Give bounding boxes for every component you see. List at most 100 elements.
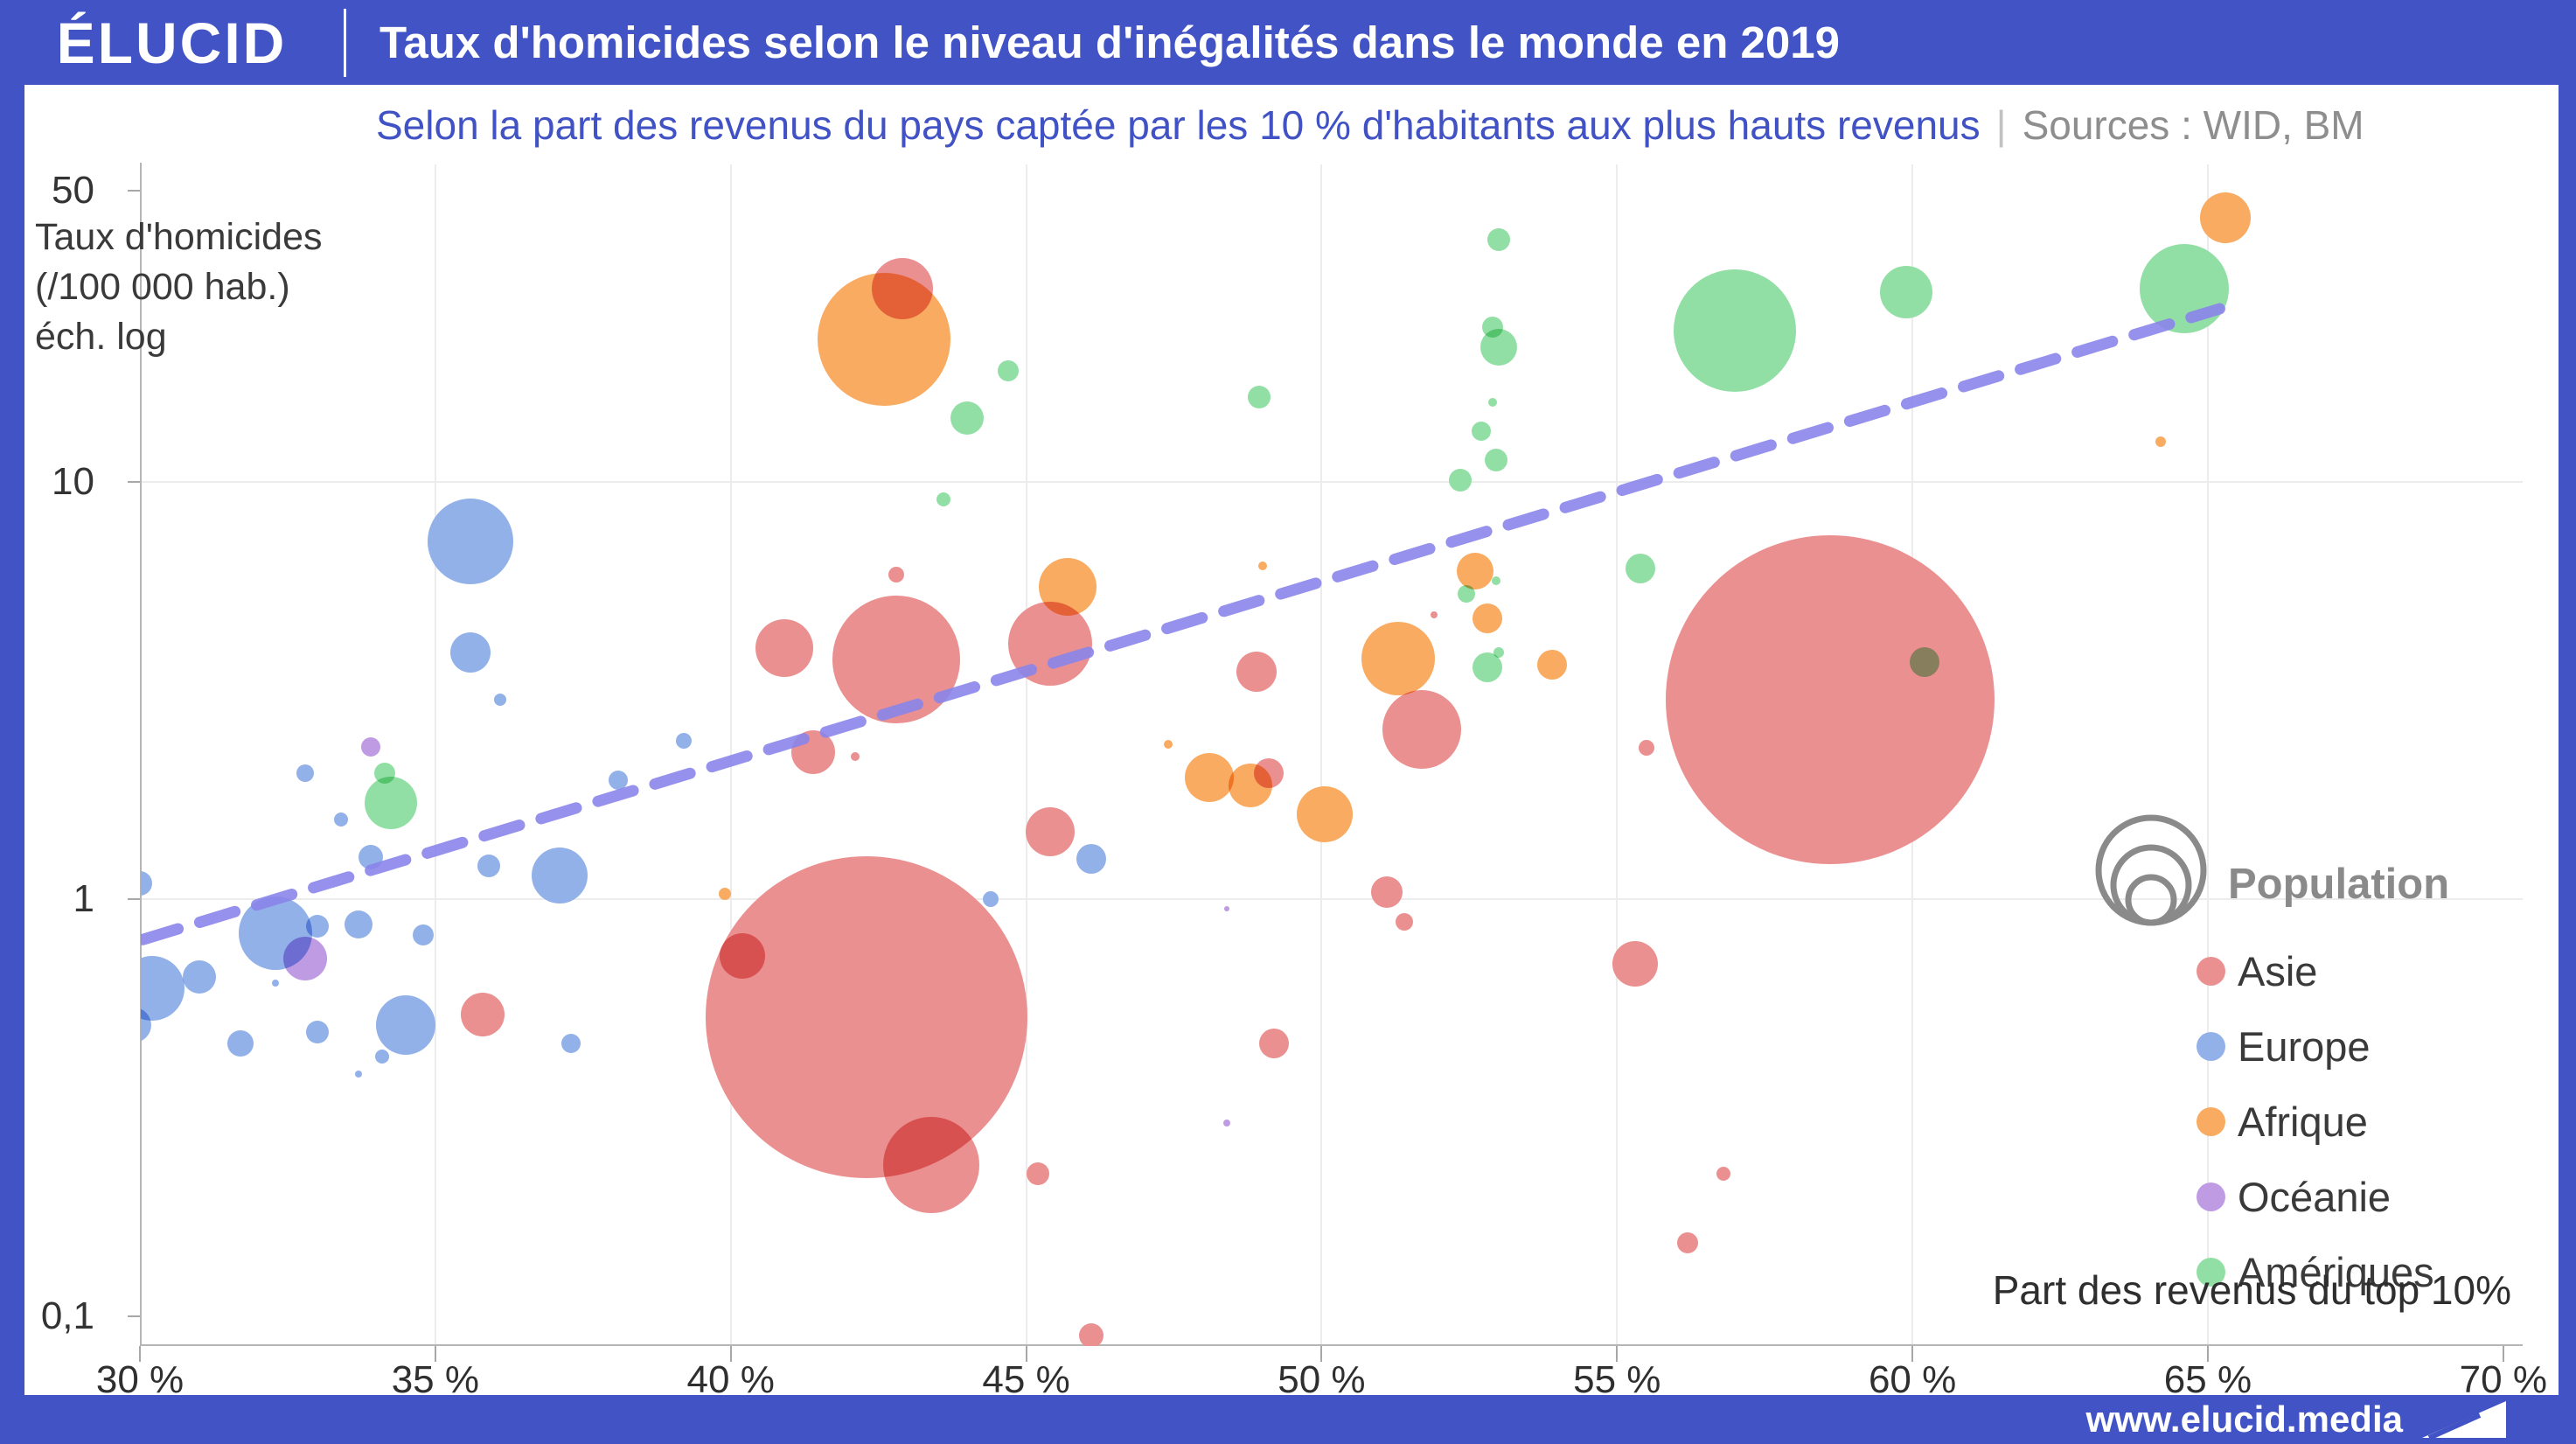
bubble-asie[interactable]: [1395, 913, 1413, 931]
bubble-asie[interactable]: [1007, 601, 1092, 686]
bubble-asie[interactable]: [720, 933, 766, 980]
bubble-europe[interactable]: [494, 694, 507, 707]
bubble-amériques[interactable]: [1248, 385, 1271, 408]
legend-item-océanie[interactable]: Océanie: [2197, 1159, 2434, 1234]
bubble-amériques[interactable]: [936, 492, 950, 506]
bubble-europe[interactable]: [675, 732, 692, 749]
bubble-asie[interactable]: [706, 856, 1028, 1179]
bubble-afrique[interactable]: [718, 887, 731, 900]
bubble-amériques[interactable]: [1484, 448, 1507, 471]
bubble-asie[interactable]: [1639, 740, 1655, 757]
bubble-europe[interactable]: [141, 1007, 152, 1043]
bubble-asie[interactable]: [791, 730, 836, 774]
bubble-amériques[interactable]: [998, 359, 1020, 381]
bubble-europe[interactable]: [561, 1034, 581, 1054]
bubble-amériques[interactable]: [1482, 317, 1504, 338]
bubble-europe[interactable]: [531, 847, 588, 903]
bubble-amériques[interactable]: [1488, 398, 1498, 408]
bubble-océanie[interactable]: [1223, 1120, 1231, 1127]
bubble-asie[interactable]: [1370, 875, 1403, 908]
bubble-asie[interactable]: [1716, 1166, 1730, 1181]
footer-url[interactable]: www.elucid.media: [2085, 1399, 2403, 1440]
elucid-logo: ÉLUCID: [0, 0, 344, 85]
bubble-asie[interactable]: [1612, 940, 1658, 987]
bubble-amériques[interactable]: [1493, 647, 1505, 659]
bubble-amériques[interactable]: [1626, 554, 1656, 584]
bubble-afrique[interactable]: [1296, 785, 1353, 842]
bubble-asie[interactable]: [1025, 807, 1075, 857]
x-tick-label-60: 60 %: [1868, 1358, 1957, 1401]
bubble-afrique[interactable]: [1457, 553, 1494, 590]
bubble-asie[interactable]: [1665, 535, 1995, 865]
y-tick-label-1: 1: [73, 877, 94, 920]
x-tick-label-45: 45 %: [982, 1358, 1070, 1401]
bubble-asie[interactable]: [460, 992, 505, 1036]
legend-label-afrique: Afrique: [2238, 1098, 2368, 1145]
bubble-asie[interactable]: [1027, 1161, 1050, 1185]
bubble-amériques[interactable]: [1880, 266, 1933, 319]
bubble-europe[interactable]: [345, 910, 372, 938]
bubble-amériques[interactable]: [1487, 228, 1511, 252]
bubble-amériques[interactable]: [1449, 468, 1472, 492]
bubble-afrique[interactable]: [1472, 603, 1502, 634]
bubble-afrique[interactable]: [1361, 621, 1436, 695]
bubble-afrique[interactable]: [1163, 740, 1173, 749]
bubble-asie[interactable]: [883, 1117, 980, 1214]
legend-item-europe[interactable]: Europe: [2197, 1008, 2434, 1084]
legend-item-asie[interactable]: Asie: [2197, 933, 2434, 1008]
bubble-asie[interactable]: [1430, 611, 1438, 619]
bubble-asie[interactable]: [1382, 690, 1462, 770]
bubble-afrique[interactable]: [1185, 752, 1235, 802]
bubble-europe[interactable]: [609, 770, 629, 790]
bubble-europe[interactable]: [1076, 843, 1106, 874]
bubble-afrique[interactable]: [2200, 192, 2252, 243]
bubble-amériques[interactable]: [2139, 244, 2229, 334]
bubble-europe[interactable]: [477, 855, 500, 878]
bubble-amériques[interactable]: [1471, 422, 1491, 442]
bubble-europe[interactable]: [305, 915, 329, 938]
bubble-europe[interactable]: [182, 960, 216, 994]
bubble-amériques[interactable]: [374, 763, 396, 785]
bubble-amériques[interactable]: [1674, 269, 1797, 393]
legend-item-afrique[interactable]: Afrique: [2197, 1084, 2434, 1159]
bubble-afrique[interactable]: [2155, 436, 2166, 447]
bubble-europe[interactable]: [141, 956, 184, 1022]
bubble-océanie[interactable]: [1224, 905, 1230, 911]
bubble-europe[interactable]: [428, 499, 514, 585]
x-tick-mark-50: [1320, 1346, 1323, 1362]
bubble-europe[interactable]: [272, 979, 280, 987]
bubble-europe[interactable]: [296, 764, 315, 783]
legend-item-amériques[interactable]: Amériques: [2197, 1234, 2434, 1309]
bubble-asie[interactable]: [1236, 652, 1278, 693]
bubble-afrique[interactable]: [1536, 649, 1567, 680]
bubble-océanie[interactable]: [283, 937, 328, 981]
bubble-afrique[interactable]: [818, 272, 951, 406]
bubble-asie[interactable]: [850, 751, 860, 761]
bubble-amériques[interactable]: [365, 777, 418, 830]
bubble-europe[interactable]: [305, 1021, 329, 1044]
bubble-océanie[interactable]: [360, 736, 380, 757]
bubble-amériques[interactable]: [950, 401, 984, 436]
bubble-europe[interactable]: [333, 813, 348, 827]
legend-dot-asie: [2197, 956, 2225, 986]
bubble-asie[interactable]: [832, 596, 960, 724]
bubble-europe[interactable]: [375, 1049, 390, 1064]
bubble-amériques[interactable]: [1909, 646, 1939, 677]
bubble-asie[interactable]: [755, 618, 813, 677]
bubble-afrique[interactable]: [1257, 561, 1267, 570]
bubble-europe[interactable]: [226, 1030, 254, 1057]
bubble-europe[interactable]: [358, 845, 383, 870]
bubble-afrique[interactable]: [1229, 764, 1273, 808]
bubble-afrique[interactable]: [1038, 558, 1097, 617]
bubble-europe[interactable]: [355, 1071, 362, 1078]
bubble-amériques[interactable]: [1491, 576, 1500, 585]
bubble-europe[interactable]: [450, 632, 491, 673]
bubble-asie[interactable]: [888, 566, 904, 582]
bubble-asie[interactable]: [1078, 1322, 1104, 1346]
bubble-amériques[interactable]: [1457, 584, 1475, 603]
bubble-asie[interactable]: [1677, 1232, 1699, 1253]
bubble-europe[interactable]: [983, 891, 999, 907]
bubble-europe[interactable]: [376, 994, 436, 1055]
bubble-asie[interactable]: [1259, 1029, 1290, 1059]
bubble-europe[interactable]: [413, 924, 435, 946]
